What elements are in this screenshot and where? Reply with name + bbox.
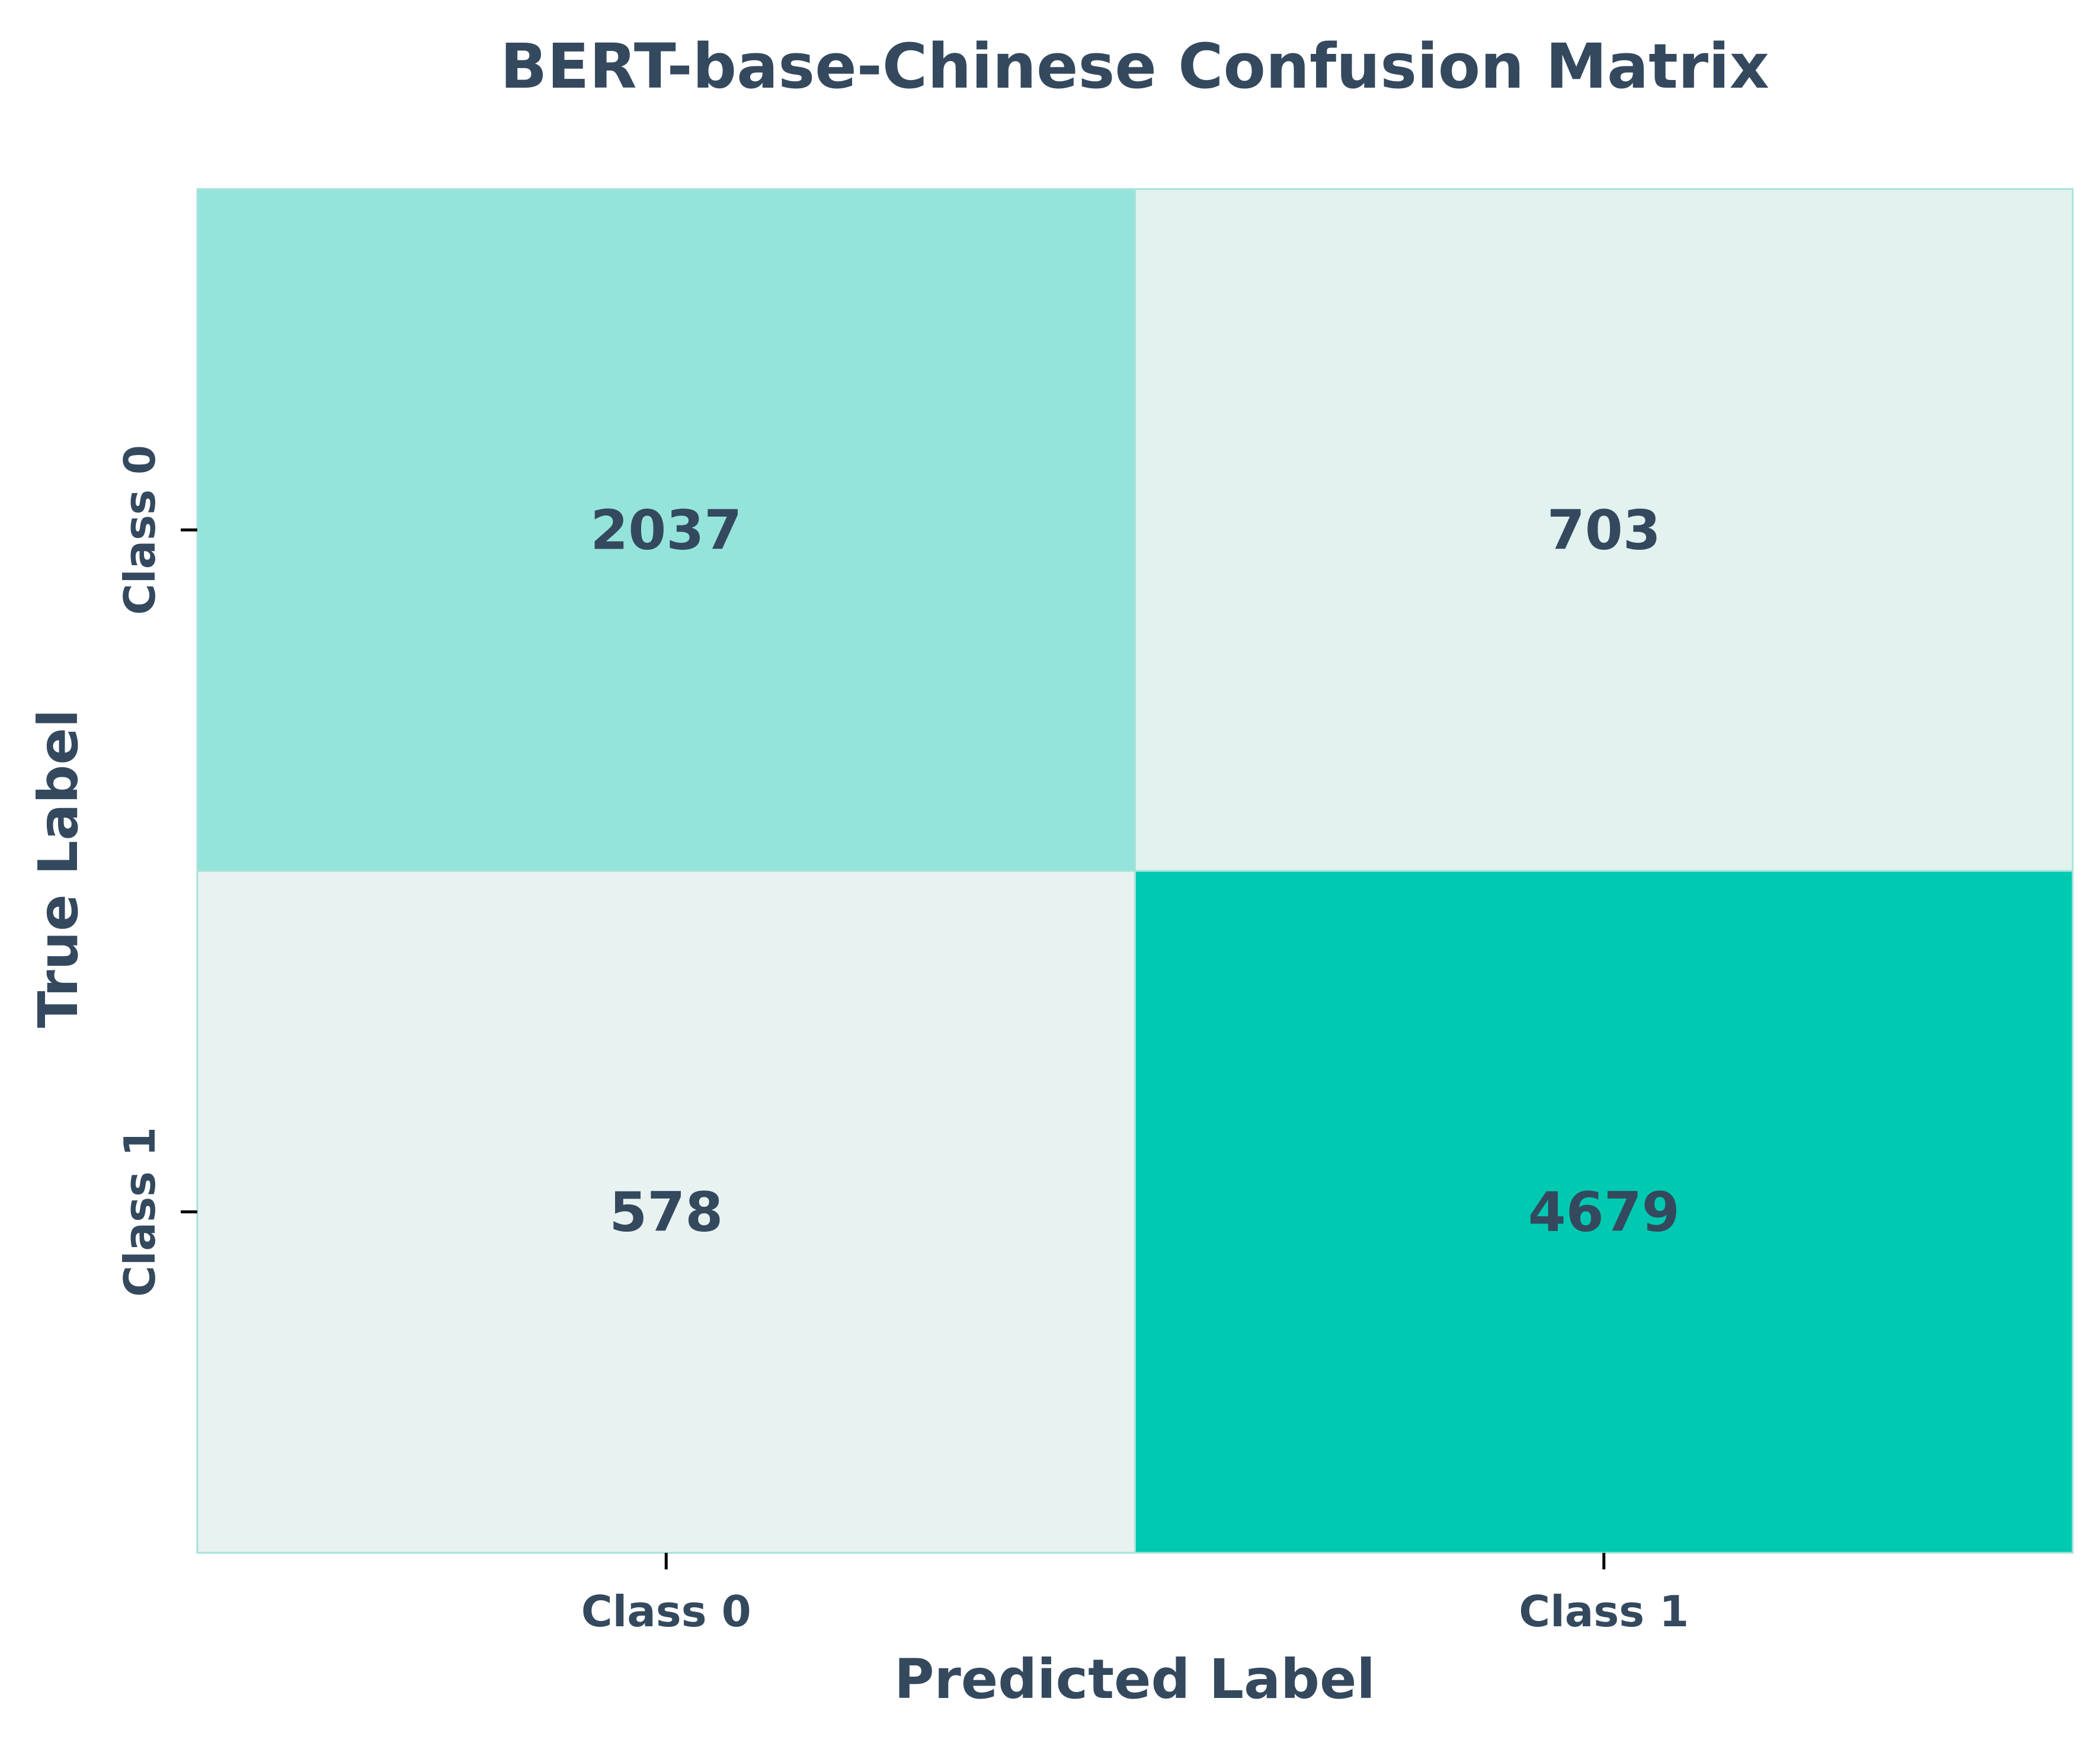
y-tick-label-0: Class 0 bbox=[115, 445, 165, 615]
heatmap-cell-r1-c1 bbox=[1134, 870, 2074, 1554]
y-tick-label-1: Class 1 bbox=[115, 1127, 165, 1297]
heatmap-cell-r0-c1 bbox=[1134, 188, 2074, 872]
x-axis-label: Predicted Label bbox=[894, 1648, 1375, 1711]
cell-value-r0-c1: 703 bbox=[1547, 499, 1661, 562]
plot-border bbox=[196, 188, 2074, 1554]
y-axis-label: True Label bbox=[27, 709, 90, 1028]
cell-value-r0-c0: 2037 bbox=[590, 499, 742, 562]
x-axis-ticks: Class 0 Class 1 bbox=[581, 1553, 1689, 1636]
heatmap-cell-r1-c0 bbox=[196, 870, 1136, 1554]
y-axis-ticks: Class 0 Class 1 bbox=[115, 445, 197, 1297]
x-tick-label-0: Class 0 bbox=[581, 1587, 751, 1636]
heatmap-cell-r0-c0 bbox=[196, 188, 1136, 872]
x-tick-label-1: Class 1 bbox=[1519, 1587, 1689, 1636]
chart-title: BERT-base-Chinese Confusion Matrix bbox=[500, 30, 1769, 102]
heatmap-cells bbox=[196, 188, 2074, 1554]
cell-value-r1-c1: 4679 bbox=[1528, 1181, 1680, 1244]
cell-value-r1-c0: 578 bbox=[609, 1181, 723, 1244]
heatmap-cell-labels: 2037 703 578 4679 bbox=[590, 499, 1680, 1244]
